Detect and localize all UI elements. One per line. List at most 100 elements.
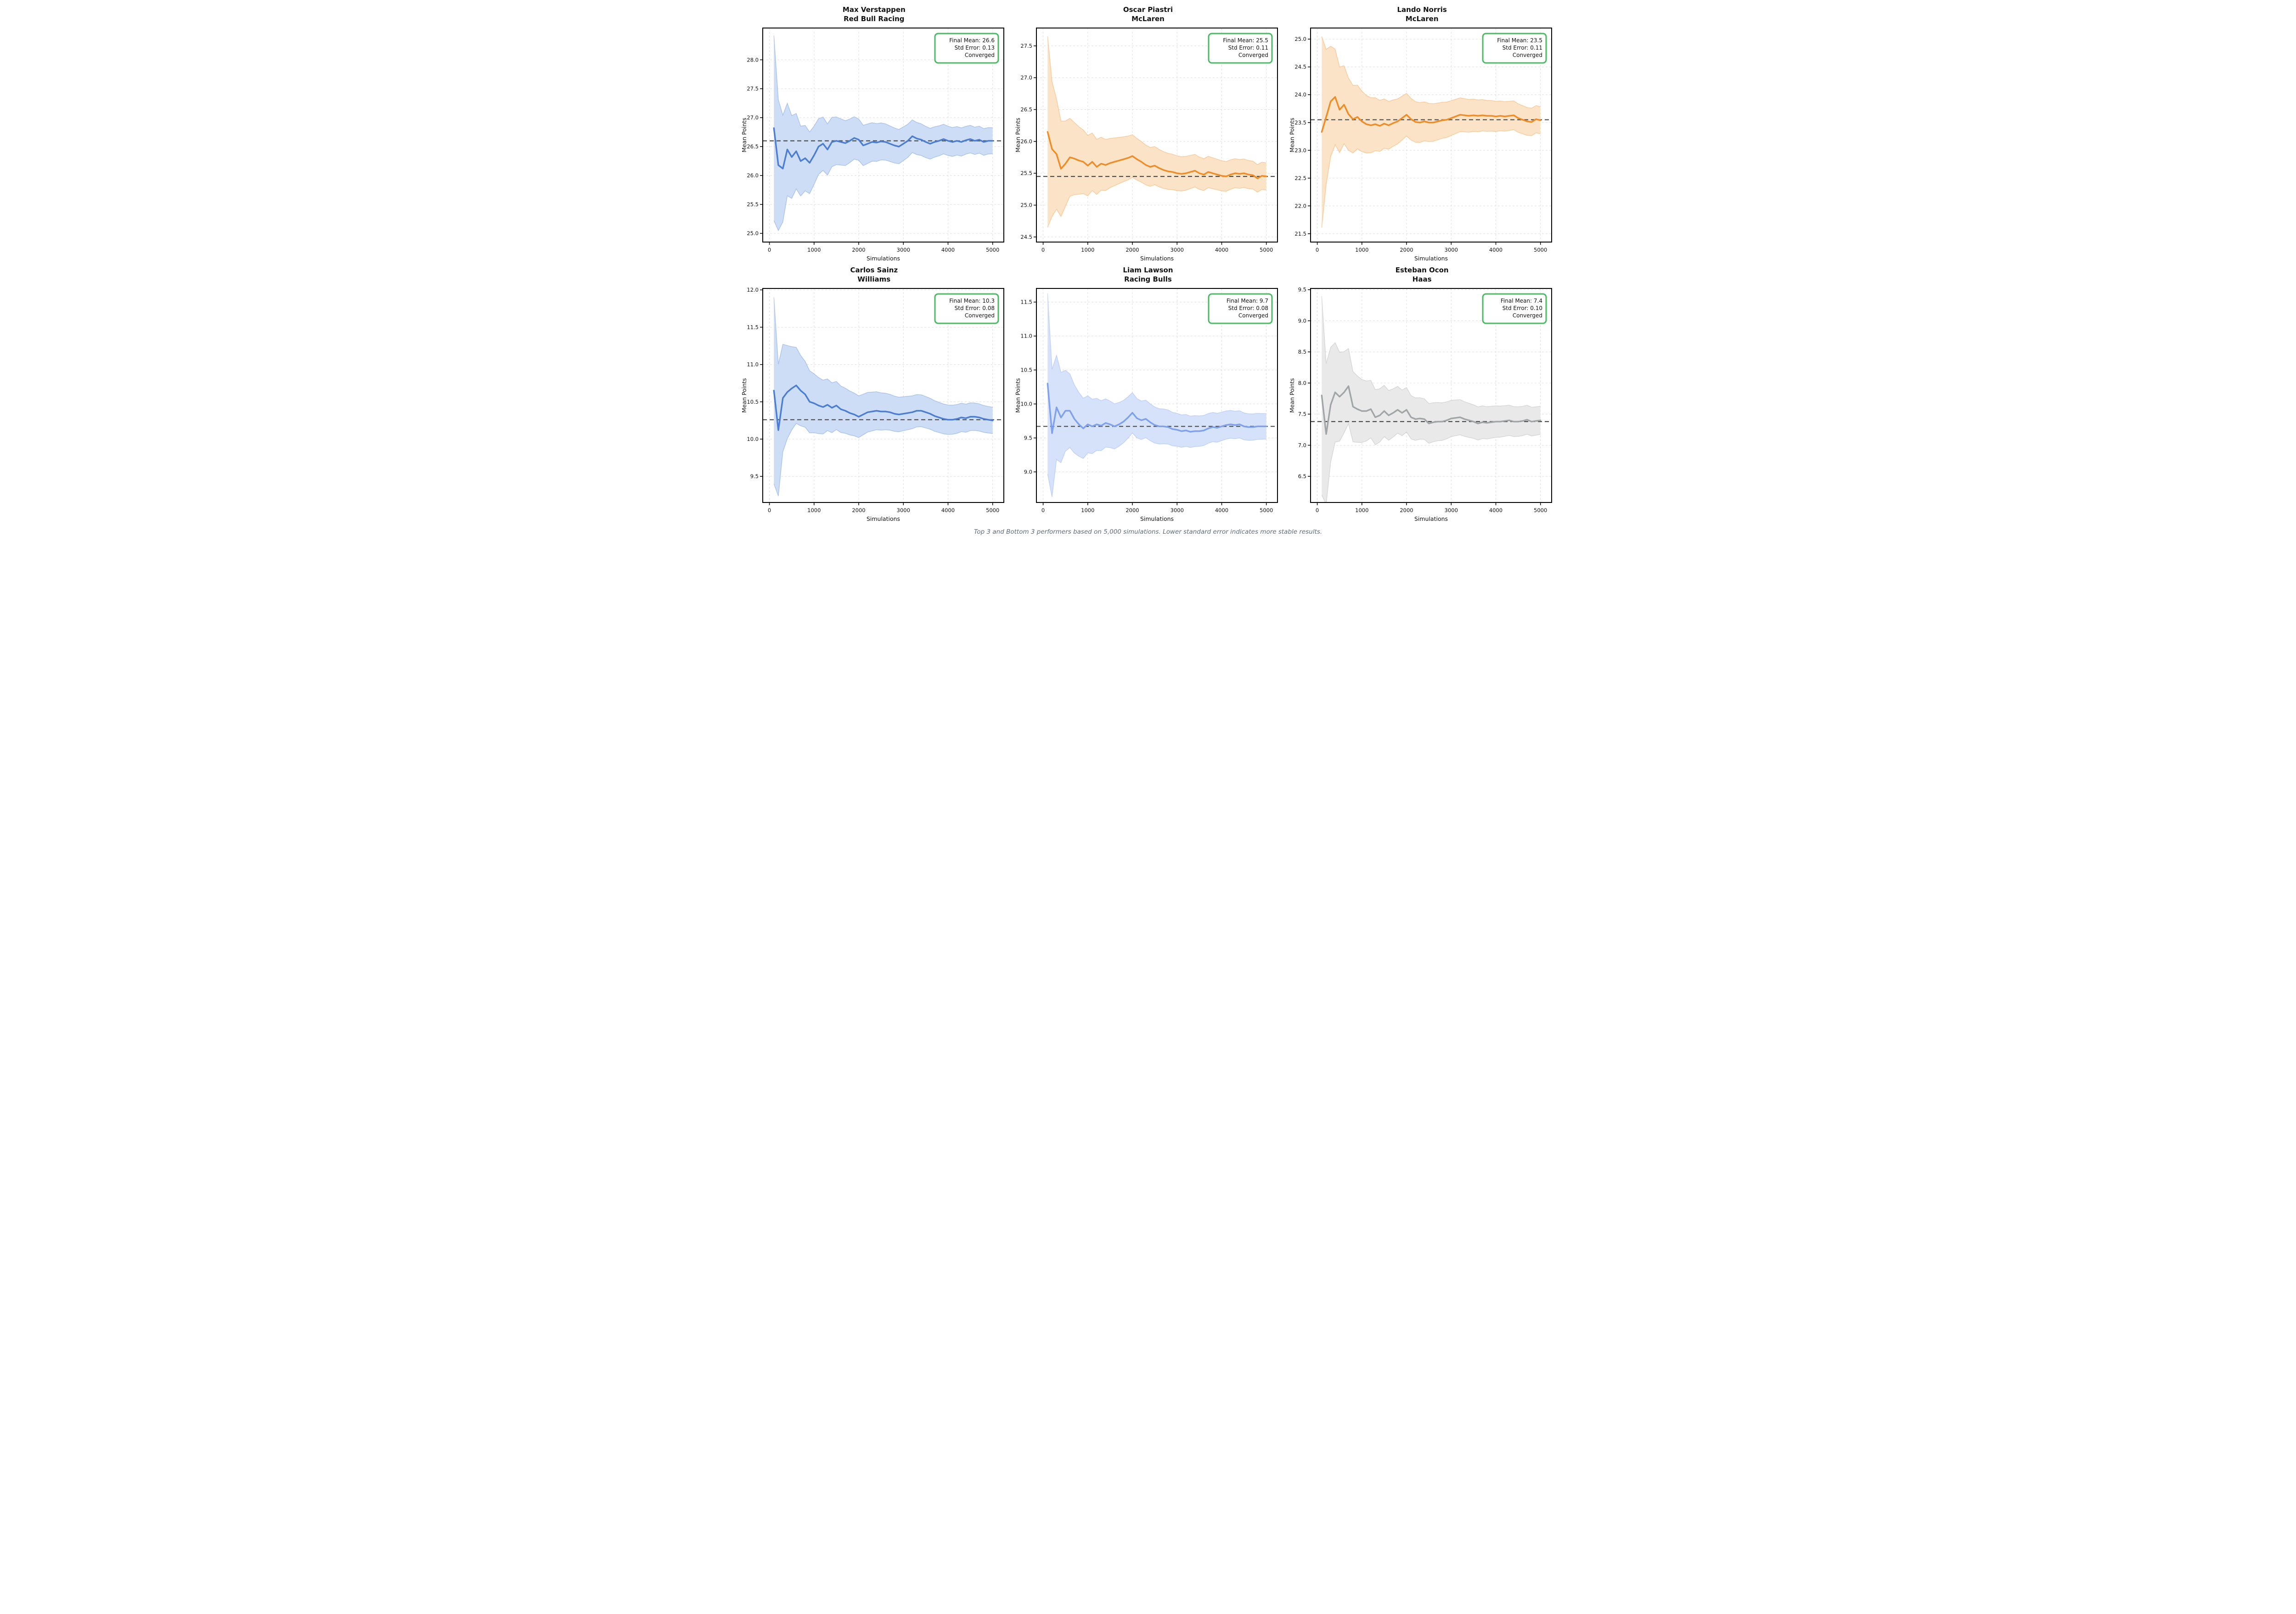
svg-text:24.5: 24.5 xyxy=(1021,234,1033,240)
svg-text:Simulations: Simulations xyxy=(1140,255,1174,262)
svg-text:26.5: 26.5 xyxy=(1021,107,1033,113)
svg-text:0: 0 xyxy=(1041,247,1045,253)
svg-text:Std Error: 0.11: Std Error: 0.11 xyxy=(1228,45,1268,51)
chart-title: Max Verstappen Red Bull Racing xyxy=(843,6,906,23)
svg-text:3000: 3000 xyxy=(896,247,910,253)
svg-text:21.5: 21.5 xyxy=(1295,231,1307,237)
svg-text:8.0: 8.0 xyxy=(1298,380,1306,386)
svg-text:0: 0 xyxy=(1041,507,1045,514)
svg-text:Final Mean: 10.3: Final Mean: 10.3 xyxy=(949,298,995,304)
svg-text:10.0: 10.0 xyxy=(747,436,759,442)
convergence-figure: Max Verstappen Red Bull Racing Final Mea… xyxy=(737,0,1559,542)
svg-text:Converged: Converged xyxy=(1238,312,1268,319)
svg-text:2000: 2000 xyxy=(1400,507,1413,514)
driver-name: Liam Lawson xyxy=(1123,266,1173,274)
svg-text:2000: 2000 xyxy=(852,507,865,514)
chart-grid: Max Verstappen Red Bull Racing Final Mea… xyxy=(737,3,1559,524)
svg-text:Mean Points: Mean Points xyxy=(1289,118,1295,152)
svg-text:9.0: 9.0 xyxy=(1298,317,1306,324)
svg-text:Final Mean: 26.6: Final Mean: 26.6 xyxy=(949,37,995,44)
svg-text:7.0: 7.0 xyxy=(1298,442,1306,448)
svg-text:23.5: 23.5 xyxy=(1295,119,1307,126)
svg-text:Simulations: Simulations xyxy=(1140,515,1174,522)
svg-text:Final Mean: 7.4: Final Mean: 7.4 xyxy=(1501,298,1542,304)
svg-text:25.0: 25.0 xyxy=(1021,202,1033,209)
svg-text:27.5: 27.5 xyxy=(1021,43,1033,49)
svg-text:10.5: 10.5 xyxy=(747,399,759,405)
svg-text:3000: 3000 xyxy=(1171,507,1184,514)
svg-text:Final Mean: 9.7: Final Mean: 9.7 xyxy=(1227,298,1268,304)
driver-name: Carlos Sainz xyxy=(850,266,898,274)
svg-text:5000: 5000 xyxy=(1260,247,1273,253)
svg-text:9.0: 9.0 xyxy=(1024,468,1032,475)
team-name: Red Bull Racing xyxy=(844,14,905,23)
svg-text:1000: 1000 xyxy=(1355,247,1368,253)
panel-liam-lawson: Liam Lawson Racing Bulls Final Mean: 9.7… xyxy=(1011,263,1285,524)
svg-text:3000: 3000 xyxy=(1445,507,1458,514)
svg-text:Simulations: Simulations xyxy=(867,255,900,262)
team-name: McLaren xyxy=(1405,14,1439,23)
svg-text:Converged: Converged xyxy=(965,312,995,319)
svg-text:0: 0 xyxy=(1316,507,1319,514)
svg-text:25.0: 25.0 xyxy=(1295,36,1307,42)
svg-text:Mean Points: Mean Points xyxy=(1289,378,1295,413)
svg-text:26.5: 26.5 xyxy=(747,143,759,150)
svg-text:11.5: 11.5 xyxy=(747,324,759,330)
driver-name: Esteban Ocon xyxy=(1395,266,1449,274)
svg-text:Mean Points: Mean Points xyxy=(741,378,748,413)
team-name: Williams xyxy=(857,275,891,283)
svg-text:4000: 4000 xyxy=(1215,247,1228,253)
svg-text:4000: 4000 xyxy=(941,507,955,514)
svg-text:Mean Points: Mean Points xyxy=(741,118,748,152)
svg-text:Converged: Converged xyxy=(1513,52,1542,58)
svg-text:11.5: 11.5 xyxy=(1021,299,1033,305)
svg-text:9.5: 9.5 xyxy=(1298,287,1306,293)
svg-text:1000: 1000 xyxy=(807,247,821,253)
driver-name: Oscar Piastri xyxy=(1123,6,1173,14)
svg-text:Simulations: Simulations xyxy=(1414,255,1448,262)
svg-text:Mean Points: Mean Points xyxy=(1014,378,1021,413)
svg-text:24.5: 24.5 xyxy=(1295,64,1307,70)
svg-text:0: 0 xyxy=(768,507,771,514)
svg-text:4000: 4000 xyxy=(1489,507,1503,514)
svg-text:3000: 3000 xyxy=(1171,247,1184,253)
svg-text:5000: 5000 xyxy=(986,247,999,253)
svg-text:10.5: 10.5 xyxy=(1021,367,1033,373)
figure-caption: Top 3 and Bottom 3 performers based on 5… xyxy=(974,528,1322,536)
svg-text:22.5: 22.5 xyxy=(1295,175,1307,181)
svg-text:28.0: 28.0 xyxy=(747,56,759,63)
svg-text:24.0: 24.0 xyxy=(1295,91,1307,98)
svg-text:Simulations: Simulations xyxy=(1414,515,1448,522)
svg-text:5000: 5000 xyxy=(1534,247,1547,253)
svg-text:Std Error: 0.10: Std Error: 0.10 xyxy=(1503,305,1542,311)
svg-text:5000: 5000 xyxy=(1534,507,1547,514)
svg-text:Converged: Converged xyxy=(1513,312,1542,319)
svg-text:2000: 2000 xyxy=(852,247,865,253)
svg-text:7.5: 7.5 xyxy=(1298,411,1306,418)
chart-title: Esteban Ocon Haas xyxy=(1396,266,1449,284)
chart-title: Liam Lawson Racing Bulls xyxy=(1123,266,1173,284)
svg-text:9.5: 9.5 xyxy=(750,473,759,480)
svg-text:4000: 4000 xyxy=(1489,247,1503,253)
svg-text:Std Error: 0.08: Std Error: 0.08 xyxy=(954,305,994,311)
panel-max-verstappen: Max Verstappen Red Bull Racing Final Mea… xyxy=(737,3,1011,263)
svg-text:1000: 1000 xyxy=(1081,507,1095,514)
svg-text:11.0: 11.0 xyxy=(1021,333,1033,339)
svg-text:25.5: 25.5 xyxy=(747,201,759,208)
team-name: Racing Bulls xyxy=(1124,275,1172,283)
svg-text:25.0: 25.0 xyxy=(747,230,759,237)
panel-esteban-ocon: Esteban Ocon Haas Final Mean: 7.4 Std Err… xyxy=(1285,263,1559,524)
svg-text:2000: 2000 xyxy=(1126,507,1139,514)
svg-text:Final Mean: 23.5: Final Mean: 23.5 xyxy=(1497,37,1542,44)
svg-text:Mean Points: Mean Points xyxy=(1014,118,1021,152)
svg-text:4000: 4000 xyxy=(941,247,955,253)
chart-title: Carlos Sainz Williams xyxy=(850,266,898,284)
chart-title: Oscar Piastri McLaren xyxy=(1123,6,1173,23)
svg-text:Simulations: Simulations xyxy=(867,515,900,522)
svg-text:10.0: 10.0 xyxy=(1021,401,1033,407)
